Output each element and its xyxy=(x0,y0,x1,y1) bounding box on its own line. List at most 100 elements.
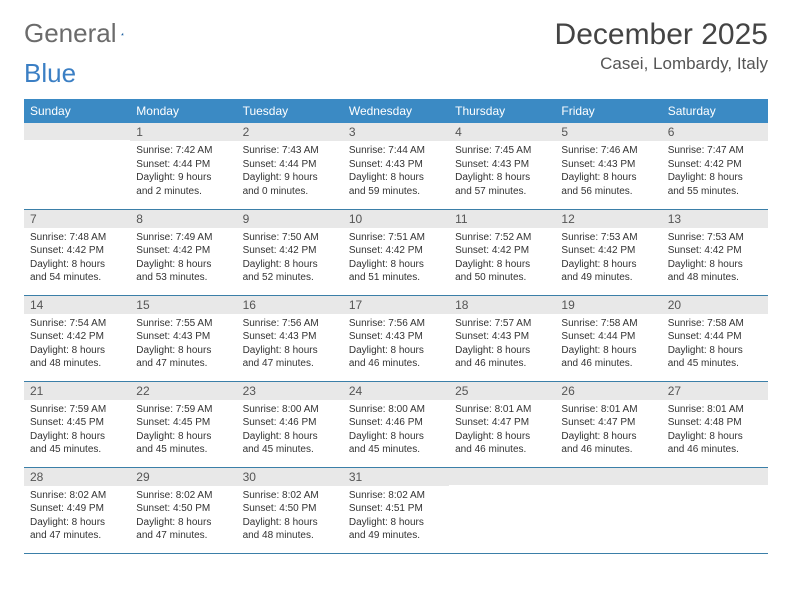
sunrise-text: Sunrise: 7:58 AM xyxy=(561,317,655,331)
daylight-text: Daylight: 8 hours and 54 minutes. xyxy=(30,258,124,285)
daylight-text: Daylight: 8 hours and 52 minutes. xyxy=(243,258,337,285)
weekday-header: Sunday xyxy=(24,99,130,123)
daylight-text: Daylight: 8 hours and 55 minutes. xyxy=(668,171,762,198)
calendar-row: 1Sunrise: 7:42 AMSunset: 4:44 PMDaylight… xyxy=(24,123,768,209)
day-number: 22 xyxy=(130,382,236,400)
cell-body: Sunrise: 7:43 AMSunset: 4:44 PMDaylight:… xyxy=(237,141,343,202)
calendar-cell: 20Sunrise: 7:58 AMSunset: 4:44 PMDayligh… xyxy=(662,295,768,381)
day-number: 26 xyxy=(555,382,661,400)
sunset-text: Sunset: 4:48 PM xyxy=(668,416,762,430)
day-number: 6 xyxy=(662,123,768,141)
weekday-header: Thursday xyxy=(449,99,555,123)
day-number: 14 xyxy=(24,296,130,314)
day-number: 18 xyxy=(449,296,555,314)
calendar-cell: 30Sunrise: 8:02 AMSunset: 4:50 PMDayligh… xyxy=(237,467,343,553)
sunset-text: Sunset: 4:46 PM xyxy=(243,416,337,430)
sunrise-text: Sunrise: 7:56 AM xyxy=(349,317,443,331)
day-number: 12 xyxy=(555,210,661,228)
cell-body: Sunrise: 8:02 AMSunset: 4:49 PMDaylight:… xyxy=(24,486,130,547)
sunset-text: Sunset: 4:49 PM xyxy=(30,502,124,516)
sunset-text: Sunset: 4:42 PM xyxy=(349,244,443,258)
calendar-cell: 2Sunrise: 7:43 AMSunset: 4:44 PMDaylight… xyxy=(237,123,343,209)
logo-word-1: General xyxy=(24,18,117,49)
daylight-text: Daylight: 9 hours and 2 minutes. xyxy=(136,171,230,198)
sunrise-text: Sunrise: 7:55 AM xyxy=(136,317,230,331)
cell-body xyxy=(662,485,768,492)
daylight-text: Daylight: 8 hours and 59 minutes. xyxy=(349,171,443,198)
cell-body xyxy=(24,140,130,147)
sunrise-text: Sunrise: 7:51 AM xyxy=(349,231,443,245)
logo: General xyxy=(24,18,145,49)
sunset-text: Sunset: 4:43 PM xyxy=(349,330,443,344)
sunrise-text: Sunrise: 7:50 AM xyxy=(243,231,337,245)
calendar-cell: 28Sunrise: 8:02 AMSunset: 4:49 PMDayligh… xyxy=(24,467,130,553)
sunset-text: Sunset: 4:45 PM xyxy=(136,416,230,430)
calendar-cell: 19Sunrise: 7:58 AMSunset: 4:44 PMDayligh… xyxy=(555,295,661,381)
daylight-text: Daylight: 8 hours and 48 minutes. xyxy=(668,258,762,285)
sunrise-text: Sunrise: 7:46 AM xyxy=(561,144,655,158)
cell-body: Sunrise: 7:50 AMSunset: 4:42 PMDaylight:… xyxy=(237,228,343,289)
sunrise-text: Sunrise: 7:52 AM xyxy=(455,231,549,245)
calendar-cell: 6Sunrise: 7:47 AMSunset: 4:42 PMDaylight… xyxy=(662,123,768,209)
day-number: 29 xyxy=(130,468,236,486)
sunset-text: Sunset: 4:43 PM xyxy=(561,158,655,172)
calendar-cell: 4Sunrise: 7:45 AMSunset: 4:43 PMDaylight… xyxy=(449,123,555,209)
sunrise-text: Sunrise: 8:00 AM xyxy=(349,403,443,417)
calendar-cell: 12Sunrise: 7:53 AMSunset: 4:42 PMDayligh… xyxy=(555,209,661,295)
daylight-text: Daylight: 8 hours and 46 minutes. xyxy=(349,344,443,371)
calendar-cell: 16Sunrise: 7:56 AMSunset: 4:43 PMDayligh… xyxy=(237,295,343,381)
day-number: 2 xyxy=(237,123,343,141)
calendar-cell xyxy=(555,467,661,553)
day-number: 1 xyxy=(130,123,236,141)
sunset-text: Sunset: 4:44 PM xyxy=(243,158,337,172)
logo-sail-icon xyxy=(121,24,124,44)
cell-body: Sunrise: 8:00 AMSunset: 4:46 PMDaylight:… xyxy=(343,400,449,461)
calendar-cell: 17Sunrise: 7:56 AMSunset: 4:43 PMDayligh… xyxy=(343,295,449,381)
sunset-text: Sunset: 4:42 PM xyxy=(136,244,230,258)
cell-body: Sunrise: 8:02 AMSunset: 4:50 PMDaylight:… xyxy=(130,486,236,547)
month-title: December 2025 xyxy=(555,18,768,52)
calendar-body: 1Sunrise: 7:42 AMSunset: 4:44 PMDaylight… xyxy=(24,123,768,553)
sunset-text: Sunset: 4:43 PM xyxy=(455,158,549,172)
cell-body xyxy=(555,485,661,492)
daylight-text: Daylight: 8 hours and 45 minutes. xyxy=(349,430,443,457)
calendar-cell: 14Sunrise: 7:54 AMSunset: 4:42 PMDayligh… xyxy=(24,295,130,381)
daylight-text: Daylight: 8 hours and 47 minutes. xyxy=(136,516,230,543)
cell-body: Sunrise: 8:01 AMSunset: 4:48 PMDaylight:… xyxy=(662,400,768,461)
day-number: 30 xyxy=(237,468,343,486)
daylight-text: Daylight: 8 hours and 45 minutes. xyxy=(243,430,337,457)
calendar-cell xyxy=(662,467,768,553)
sunrise-text: Sunrise: 8:02 AM xyxy=(30,489,124,503)
day-number: 9 xyxy=(237,210,343,228)
calendar-row: 28Sunrise: 8:02 AMSunset: 4:49 PMDayligh… xyxy=(24,467,768,553)
day-number xyxy=(555,468,661,485)
day-number: 4 xyxy=(449,123,555,141)
calendar-cell: 22Sunrise: 7:59 AMSunset: 4:45 PMDayligh… xyxy=(130,381,236,467)
calendar-cell: 31Sunrise: 8:02 AMSunset: 4:51 PMDayligh… xyxy=(343,467,449,553)
daylight-text: Daylight: 8 hours and 50 minutes. xyxy=(455,258,549,285)
sunrise-text: Sunrise: 7:43 AM xyxy=(243,144,337,158)
sunrise-text: Sunrise: 7:49 AM xyxy=(136,231,230,245)
day-number: 11 xyxy=(449,210,555,228)
calendar-cell: 8Sunrise: 7:49 AMSunset: 4:42 PMDaylight… xyxy=(130,209,236,295)
sunrise-text: Sunrise: 8:01 AM xyxy=(668,403,762,417)
sunset-text: Sunset: 4:42 PM xyxy=(30,244,124,258)
cell-body: Sunrise: 7:55 AMSunset: 4:43 PMDaylight:… xyxy=(130,314,236,375)
cell-body: Sunrise: 7:54 AMSunset: 4:42 PMDaylight:… xyxy=(24,314,130,375)
cell-body: Sunrise: 7:59 AMSunset: 4:45 PMDaylight:… xyxy=(130,400,236,461)
calendar-cell: 10Sunrise: 7:51 AMSunset: 4:42 PMDayligh… xyxy=(343,209,449,295)
calendar-cell: 3Sunrise: 7:44 AMSunset: 4:43 PMDaylight… xyxy=(343,123,449,209)
sunset-text: Sunset: 4:44 PM xyxy=(136,158,230,172)
daylight-text: Daylight: 8 hours and 45 minutes. xyxy=(668,344,762,371)
day-number: 24 xyxy=(343,382,449,400)
calendar-row: 14Sunrise: 7:54 AMSunset: 4:42 PMDayligh… xyxy=(24,295,768,381)
cell-body: Sunrise: 7:49 AMSunset: 4:42 PMDaylight:… xyxy=(130,228,236,289)
cell-body: Sunrise: 7:53 AMSunset: 4:42 PMDaylight:… xyxy=(555,228,661,289)
cell-body: Sunrise: 7:56 AMSunset: 4:43 PMDaylight:… xyxy=(343,314,449,375)
sunset-text: Sunset: 4:42 PM xyxy=(668,158,762,172)
cell-body: Sunrise: 8:01 AMSunset: 4:47 PMDaylight:… xyxy=(555,400,661,461)
sunrise-text: Sunrise: 7:58 AM xyxy=(668,317,762,331)
daylight-text: Daylight: 8 hours and 46 minutes. xyxy=(455,344,549,371)
calendar-cell: 7Sunrise: 7:48 AMSunset: 4:42 PMDaylight… xyxy=(24,209,130,295)
calendar-table: Sunday Monday Tuesday Wednesday Thursday… xyxy=(24,99,768,554)
